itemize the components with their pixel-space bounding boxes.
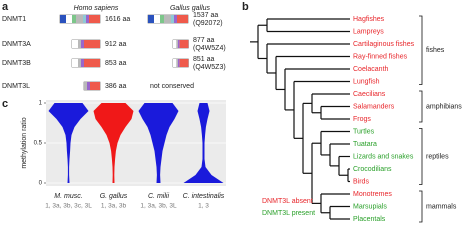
protein-length: 912 aa [105, 41, 127, 48]
protein-domain [148, 15, 154, 23]
protein-domain [173, 40, 177, 48]
legend-entry: DNMT3L absent [262, 198, 313, 205]
protein-length: 853 aa [105, 60, 127, 67]
taxon-label: Ray-finned fishes [353, 53, 408, 60]
y-axis-label: methylation ratio [21, 117, 28, 168]
x-sublabel: 1, 3a, 3b, 3L [140, 203, 177, 210]
x-sublabel: 1, 3a, 3b [101, 203, 127, 210]
protein-length: 851 aa [193, 56, 215, 63]
taxon-label: Hagfishes [353, 16, 385, 23]
x-sublabel: 1, 3 [198, 203, 209, 210]
protein-domain [86, 15, 89, 23]
protein-domain [154, 15, 160, 23]
protein-domain [78, 40, 81, 48]
taxon-label: Marsupials [353, 203, 387, 210]
species-header: Homo sapiens [74, 5, 119, 12]
protein-domain [72, 15, 76, 23]
group-label: mammals [426, 203, 457, 210]
group-label: fishes [426, 47, 445, 54]
protein-length: 877 aa [193, 37, 215, 44]
protein-domain [173, 59, 177, 67]
x-sublabel: 1, 3a, 3b, 3c, 3L [45, 203, 92, 210]
taxon-label: Frogs [353, 116, 371, 123]
protein-domain [72, 40, 78, 48]
taxon-label: Coelacanth [353, 66, 389, 73]
taxon-label: Lungfish [353, 78, 380, 85]
protein-domain [84, 59, 100, 67]
x-tick-label: G. gallus [100, 193, 128, 200]
group-bracket [419, 15, 423, 85]
protein-domain [171, 15, 174, 23]
group-label: amphibians [426, 103, 462, 110]
violin [48, 103, 89, 183]
protein-accession: (Q92072) [193, 20, 223, 27]
protein-domain [84, 40, 100, 48]
panel-label: c [2, 98, 8, 110]
group-bracket [419, 190, 423, 223]
protein-domain [177, 59, 180, 67]
protein-domain [72, 59, 78, 67]
protein-length: 1537 aa [193, 12, 218, 19]
taxon-label: Tuatara [353, 141, 377, 148]
protein-domain [176, 40, 178, 48]
taxon-label: Salamanders [353, 103, 395, 110]
protein-domain [176, 59, 178, 67]
protein-domain [89, 15, 100, 23]
protein-length: 1616 aa [105, 16, 130, 23]
protein-domain [90, 82, 100, 90]
group-label: reptiles [426, 153, 449, 160]
panel-label: a [2, 1, 9, 13]
protein-domain [179, 59, 189, 67]
protein-domain [66, 15, 72, 23]
protein-domain [174, 15, 177, 23]
violin [183, 103, 224, 183]
protein-accession: (Q4W5Z3) [193, 64, 226, 71]
taxon-label: Birds [353, 178, 369, 185]
protein-domain [179, 40, 189, 48]
protein-name: DNMT3A [2, 41, 31, 48]
protein-domain [87, 82, 90, 90]
protein-domain [81, 40, 84, 48]
taxon-label: Caecilians [353, 91, 386, 98]
not-conserved: not conserved [150, 83, 194, 90]
y-tick-label: 1 [39, 101, 43, 107]
protein-domain [76, 15, 83, 23]
group-bracket [419, 128, 423, 185]
protein-name: DNMT3L [2, 83, 30, 90]
panel-label: b [242, 1, 249, 13]
protein-domain [83, 15, 86, 23]
violin [93, 103, 134, 183]
taxon-label: Cartilaginous fishes [353, 41, 415, 48]
protein-domain [177, 15, 188, 23]
taxon-label: Monotremes [353, 191, 392, 198]
legend-entry: DNMT3L present [262, 210, 315, 217]
taxon-label: Crocodilians [353, 166, 392, 173]
protein-length: 386 aa [105, 83, 127, 90]
taxon-label: Lampreys [353, 28, 384, 35]
protein-name: DNMT3B [2, 60, 31, 67]
x-tick-label: C. intestinalis [183, 193, 225, 200]
protein-domain [177, 40, 180, 48]
protein-domain [78, 59, 81, 67]
species-header: Gallus gallus [170, 5, 211, 12]
x-tick-label: C. milii [148, 193, 169, 200]
x-tick-label: M. musc. [54, 193, 82, 200]
y-tick-label: 0 [39, 181, 43, 187]
protein-name: DNMT1 [2, 16, 26, 23]
taxon-label: Lizards and snakes [353, 153, 414, 160]
protein-domain [81, 59, 84, 67]
taxon-label: Turtles [353, 128, 375, 135]
protein-domain [160, 15, 164, 23]
violin [138, 103, 179, 183]
taxon-label: Placentals [353, 216, 386, 223]
protein-domain [164, 15, 171, 23]
y-tick-label: 0.5 [34, 141, 43, 147]
protein-domain [84, 82, 87, 90]
figure: a Homo sapiens Gallus gallus b c DNMT1 16… [2, 1, 462, 223]
protein-accession: (Q4W5Z4) [193, 45, 226, 52]
protein-domain [60, 15, 66, 23]
group-bracket [419, 90, 423, 123]
